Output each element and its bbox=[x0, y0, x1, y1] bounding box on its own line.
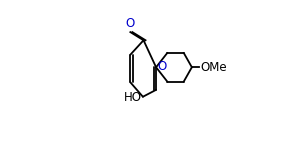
Text: O: O bbox=[126, 17, 135, 30]
Text: OMe: OMe bbox=[200, 61, 227, 74]
Text: HO: HO bbox=[123, 91, 142, 104]
Text: O: O bbox=[157, 60, 167, 73]
